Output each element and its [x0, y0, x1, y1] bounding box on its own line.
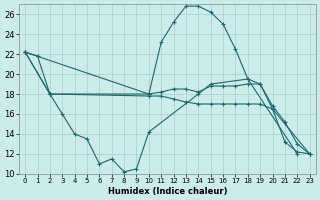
X-axis label: Humidex (Indice chaleur): Humidex (Indice chaleur) [108, 187, 227, 196]
